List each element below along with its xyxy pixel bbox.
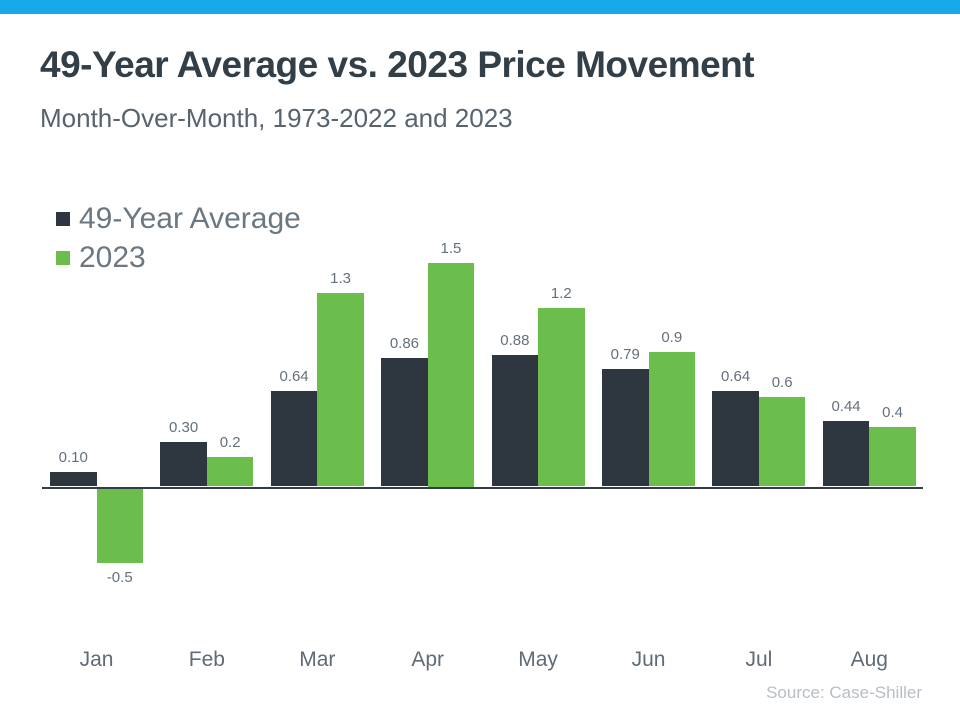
chart-legend: 49-Year Average 2023: [56, 199, 301, 277]
legend-item-2023: 2023: [56, 238, 301, 277]
x-tick-jan: Jan: [79, 648, 114, 671]
value-label-2023-mar: 1.3: [330, 269, 351, 287]
value-label-49-year-average-may: 0.88: [500, 332, 530, 350]
top-accent-bar: [0, 0, 960, 14]
bar-2023-jul: [758, 397, 806, 487]
bar-49-year-average-apr: [381, 358, 428, 487]
bar-2023-apr: [427, 263, 475, 487]
value-label-49-year-average-mar: 0.64: [279, 368, 309, 386]
value-label-2023-jan: -0.5: [106, 569, 133, 587]
page-subtitle: Month-Over-Month, 1973-2022 and 2023: [40, 103, 513, 133]
bar-49-year-average-jan: [50, 471, 97, 487]
bar-49-year-average-mar: [270, 391, 318, 487]
x-tick-aug: Aug: [850, 648, 888, 671]
page-title: 49-Year Average vs. 2023 Price Movement: [40, 44, 755, 85]
bar-2023-aug: [869, 426, 916, 487]
x-tick-apr: Apr: [411, 648, 445, 671]
value-label-2023-aug: 0.4: [882, 403, 903, 421]
legend-swatch-49-year-average: [56, 211, 70, 226]
bar-49-year-average-may: [491, 355, 539, 487]
bar-2023-mar: [317, 292, 364, 487]
value-label-2023-feb: 0.2: [219, 433, 241, 451]
legend-label-49-year-average: 49-Year Average: [79, 201, 301, 235]
value-label-49-year-average-jan: 0.10: [58, 448, 88, 466]
source-credit: Source: Case-Shiller: [766, 683, 922, 702]
value-label-2023-may: 1.2: [550, 284, 572, 302]
value-label-49-year-average-feb: 0.30: [169, 418, 199, 436]
x-tick-may: May: [518, 648, 558, 671]
bar-49-year-average-jun: [602, 368, 649, 487]
x-tick-jul: Jul: [745, 648, 773, 671]
x-axis-line: [42, 486, 923, 489]
legend-item-49-year-average: 49-Year Average: [56, 199, 301, 238]
value-label-2023-jul: 0.6: [771, 374, 793, 392]
x-tick-feb: Feb: [188, 648, 225, 671]
value-label-2023-jun: 0.9: [661, 329, 683, 347]
bar-49-year-average-aug: [822, 420, 870, 487]
value-label-49-year-average-apr: 0.86: [389, 335, 420, 353]
bar-49-year-average-feb: [160, 441, 207, 487]
legend-swatch-2023: [56, 250, 70, 265]
x-tick-mar: Mar: [299, 648, 336, 671]
bar-2023-feb: [206, 456, 254, 487]
x-tick-jun: Jun: [631, 648, 666, 671]
value-label-2023-apr: 1.5: [440, 240, 462, 257]
legend-label-2023: 2023: [79, 240, 146, 274]
bar-2023-jan: [96, 488, 143, 564]
bar-2023-may: [538, 307, 585, 487]
bar-2023-jun: [648, 352, 695, 487]
bar-49-year-average-jul: [712, 391, 759, 487]
value-label-49-year-average-jun: 0.79: [610, 345, 640, 363]
value-label-49-year-average-jul: 0.64: [721, 368, 751, 386]
value-label-49-year-average-aug: 0.44: [831, 397, 861, 415]
